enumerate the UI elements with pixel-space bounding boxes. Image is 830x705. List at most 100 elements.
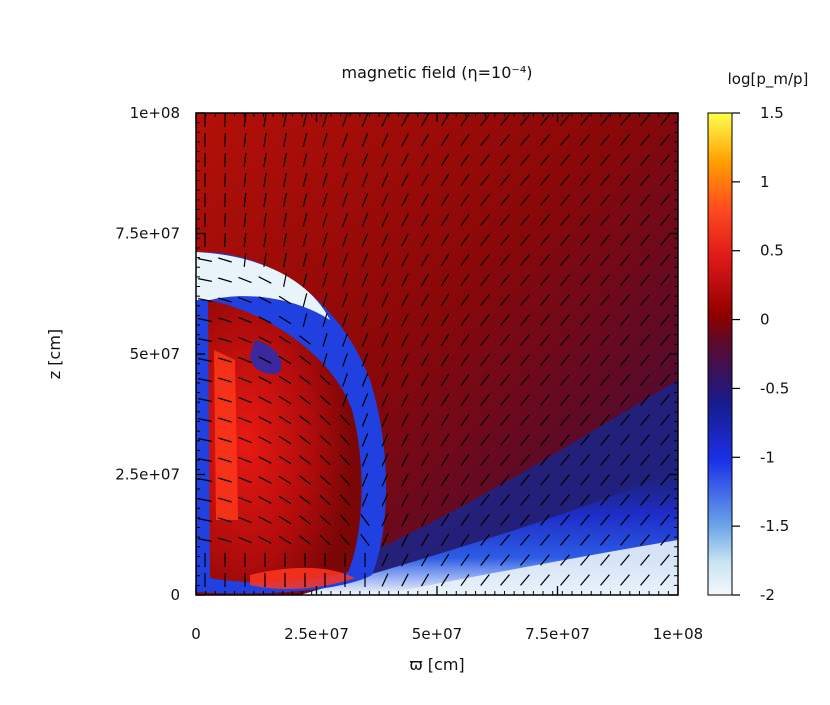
field-vector	[302, 253, 308, 267]
field-vector	[620, 394, 630, 406]
field-vector	[243, 132, 247, 148]
field-vector	[440, 333, 450, 347]
field-vector	[420, 333, 430, 347]
field-vector	[381, 253, 389, 267]
colorbar-tick-label: -2	[760, 586, 775, 604]
field-vector	[440, 133, 450, 147]
y-tick-label: 2.5e+07	[115, 466, 180, 484]
field-vector	[580, 294, 590, 306]
field-vector	[361, 273, 369, 287]
field-vector	[640, 494, 650, 506]
field-vector	[420, 413, 430, 427]
field-vector	[218, 297, 232, 303]
field-vector	[480, 294, 490, 306]
field-vector	[302, 313, 308, 327]
field-vector	[580, 494, 590, 506]
field-vector	[282, 253, 288, 267]
field-vector	[258, 356, 272, 364]
field-vector	[520, 214, 530, 226]
field-vector	[218, 377, 232, 383]
field-vector	[299, 535, 311, 545]
field-vector	[640, 354, 650, 366]
field-vector	[640, 254, 650, 266]
field-vector	[420, 573, 430, 587]
field-vector	[540, 434, 550, 446]
field-vector	[520, 534, 530, 546]
field-vector	[282, 213, 288, 227]
field-vector	[238, 376, 252, 384]
field-vector	[460, 373, 470, 387]
field-vector	[640, 554, 650, 566]
field-vector	[401, 273, 409, 287]
field-vector	[258, 436, 272, 444]
field-vector	[420, 173, 430, 187]
field-vector	[420, 553, 430, 567]
field-vector	[460, 253, 470, 267]
field-vector	[660, 254, 670, 266]
field-vector	[640, 434, 650, 446]
field-vector	[218, 537, 232, 543]
field-vector	[381, 493, 389, 507]
field-vector	[401, 313, 409, 327]
field-vector	[480, 334, 490, 346]
field-vector	[660, 314, 670, 326]
field-vector	[540, 574, 550, 586]
field-vector	[401, 233, 409, 247]
field-vector	[319, 534, 331, 546]
field-vector	[339, 414, 351, 426]
field-vector	[520, 514, 530, 526]
field-vector	[580, 114, 590, 126]
field-vector	[401, 453, 409, 467]
field-vector	[660, 554, 670, 566]
field-vector	[600, 314, 610, 326]
field-vector	[278, 335, 292, 345]
field-vector	[580, 514, 590, 526]
field-vector	[198, 398, 212, 402]
field-vector	[620, 134, 630, 146]
field-vector	[299, 475, 311, 485]
field-vector	[342, 113, 348, 127]
field-vector	[319, 414, 331, 426]
field-vector	[361, 393, 369, 407]
field-vector	[660, 394, 670, 406]
field-vector	[500, 434, 510, 446]
field-vector	[381, 573, 389, 587]
field-vector	[560, 214, 570, 226]
field-vector	[580, 214, 590, 226]
field-vector	[440, 313, 450, 327]
field-vector	[401, 573, 409, 587]
field-vector	[460, 273, 470, 287]
field-vector	[440, 273, 450, 287]
field-vector	[258, 416, 272, 424]
field-vector	[640, 234, 650, 246]
field-vector	[238, 296, 252, 304]
field-vector	[361, 233, 369, 247]
field-vector	[302, 153, 308, 167]
field-vector	[440, 373, 450, 387]
field-vector	[440, 493, 450, 507]
colorbar-tick-label: 0.5	[760, 242, 784, 260]
field-vector	[460, 453, 470, 467]
field-vector	[302, 233, 308, 247]
field-vector	[238, 436, 252, 444]
field-vector	[322, 133, 328, 147]
field-vector	[660, 434, 670, 446]
field-vector	[440, 513, 450, 527]
field-vector	[342, 213, 348, 227]
field-vector	[440, 293, 450, 307]
field-vector	[198, 538, 212, 542]
field-vector	[322, 273, 328, 287]
field-vector	[500, 194, 510, 206]
field-vector	[198, 458, 212, 462]
field-vector	[500, 154, 510, 166]
field-vector	[258, 516, 272, 524]
field-vector	[420, 353, 430, 367]
field-vector	[381, 333, 389, 347]
field-vector	[640, 534, 650, 546]
field-vector	[640, 474, 650, 486]
field-vector	[238, 456, 252, 464]
field-vector	[420, 533, 430, 547]
field-vector	[620, 534, 630, 546]
field-vector	[480, 394, 490, 406]
field-vector	[258, 296, 272, 304]
